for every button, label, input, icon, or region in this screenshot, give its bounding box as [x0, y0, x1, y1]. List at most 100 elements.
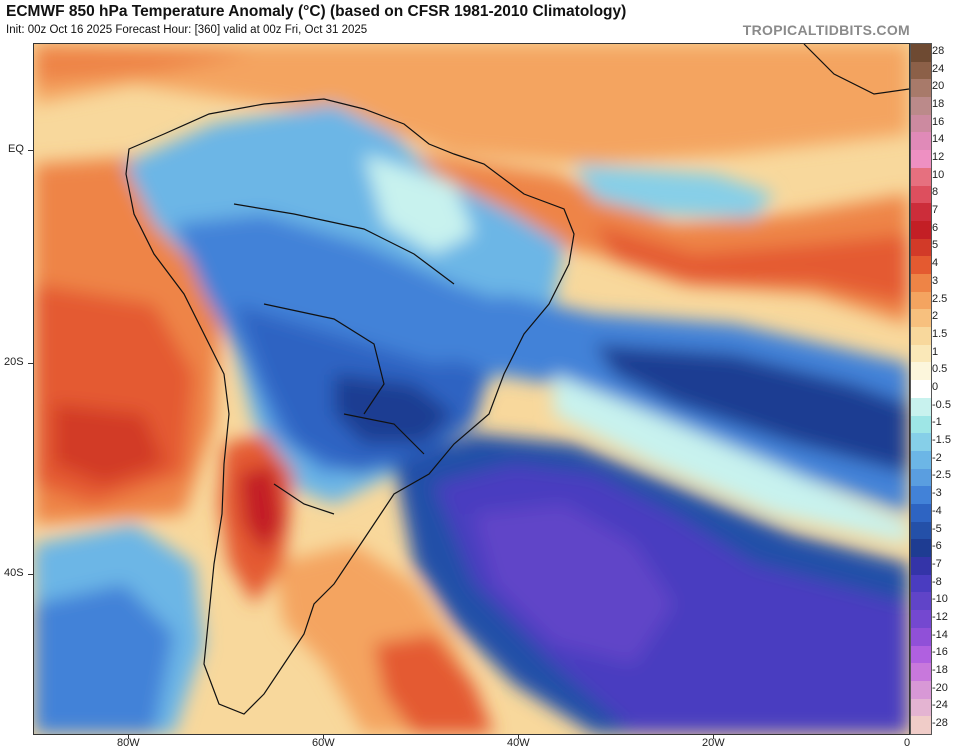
colorbar-cell: [911, 344, 931, 363]
colorbar-cell: [911, 716, 931, 734]
colorbar-cell: [911, 114, 931, 133]
colorbar-label: 20: [932, 80, 945, 93]
colorbar-label: 7: [932, 204, 939, 217]
colorbar-cell: [911, 433, 931, 452]
colorbar-cell: [911, 486, 931, 505]
colorbar-label: -3: [932, 487, 942, 500]
colorbar-cell: [911, 663, 931, 682]
colorbar-label: 1: [932, 345, 939, 358]
lon-tick: [518, 734, 519, 739]
lat-tick: [28, 150, 33, 151]
colorbar-label: -2: [932, 451, 942, 464]
lon-tick: [323, 734, 324, 739]
colorbar-cell: [911, 698, 931, 717]
colorbar-cell: [911, 592, 931, 611]
colorbar-cell: [911, 61, 931, 80]
colorbar-cell: [911, 521, 931, 540]
colorbar-cell: [911, 167, 931, 187]
lat-tick: [28, 574, 33, 575]
colorbar-cell: [911, 680, 931, 700]
colorbar-cell: [911, 185, 931, 204]
colorbar-cell: [911, 610, 931, 629]
coastline: [125, 44, 909, 715]
colorbar-cell: [911, 291, 931, 310]
colorbar-label: 16: [932, 115, 945, 128]
colorbar-cell: [911, 150, 931, 169]
colorbar-cell: [911, 220, 931, 240]
colorbar: [910, 43, 932, 735]
colorbar-cell: [911, 645, 931, 664]
colorbar-cell: [911, 309, 931, 328]
lon-label-80w: 80W: [117, 737, 140, 749]
colorbar-label: -1.5: [932, 434, 951, 447]
colorbar-cell: [911, 504, 931, 523]
colorbar-cell: [911, 362, 931, 381]
colorbar-label: 10: [932, 168, 945, 181]
colorbar-label: -12: [932, 611, 948, 623]
lat-label-20s: 20S: [4, 356, 24, 368]
colorbar-label: 12: [932, 151, 945, 163]
colorbar-label: 2: [932, 310, 939, 323]
colorbar-label: -7: [932, 557, 942, 570]
lon-tick: [128, 734, 129, 739]
colorbar-label: -1: [932, 416, 942, 429]
colorbar-cell: [911, 539, 931, 558]
lat-tick: [28, 363, 33, 364]
colorbar-cell: [911, 132, 931, 151]
colorbar-cell: [911, 415, 931, 434]
colorbar-label: 3: [932, 274, 939, 287]
colorbar-label: -28: [932, 717, 948, 730]
colorbar-label: 5: [932, 239, 939, 252]
colorbar-label: -4: [932, 504, 942, 517]
colorbar-cell: [911, 203, 931, 222]
colorbar-label: -6: [932, 540, 942, 553]
colorbar-label: 1.5: [932, 327, 948, 340]
chart-title: ECMWF 850 hPa Temperature Anomaly (°C) (…: [6, 3, 627, 20]
colorbar-cell: [911, 380, 931, 399]
colorbar-cell: [911, 97, 931, 116]
lat-label-40s: 40S: [4, 567, 24, 579]
colorbar-label: -14: [932, 628, 948, 641]
colorbar-label: -10: [932, 593, 948, 606]
lon-label-60w: 60W: [312, 737, 335, 749]
colorbar-cell: [911, 468, 931, 487]
colorbar-cell: [911, 238, 931, 257]
colorbar-label: 4: [932, 257, 939, 270]
colorbar-label: -0.5: [932, 398, 951, 411]
forecast-info: Init: 00z Oct 16 2025 Forecast Hour: [36…: [6, 24, 368, 36]
site-credit: TROPICALTIDBITS.COM: [742, 22, 910, 38]
colorbar-cell: [911, 44, 931, 63]
colorbar-label: -18: [932, 664, 948, 677]
colorbar-label: 24: [932, 62, 945, 75]
colorbar-label: -16: [932, 646, 948, 659]
colorbar-cell: [911, 274, 931, 293]
colorbar-label: 28: [932, 44, 945, 57]
colorbar-label: -8: [932, 575, 942, 588]
colorbar-cell: [911, 397, 931, 417]
lon-label-20w: 20W: [702, 737, 725, 749]
colorbar-label: -2.5: [932, 469, 951, 482]
colorbar-label: 8: [932, 186, 939, 199]
colorbar-label: -20: [932, 681, 948, 694]
colorbar-cell: [911, 450, 931, 470]
colorbar-cell: [911, 79, 931, 98]
colorbar-cell: [911, 627, 931, 647]
colorbar-label: 14: [932, 133, 945, 146]
lon-label-0: 0: [904, 737, 911, 749]
colorbar-label: 0: [932, 381, 939, 393]
colorbar-cell: [911, 557, 931, 576]
colorbar-cell: [911, 574, 931, 593]
colorbar-label: 2.5: [932, 292, 948, 305]
anomaly-map: [33, 43, 910, 735]
anomaly-field: [34, 44, 909, 734]
colorbar-label: 0.5: [932, 363, 948, 376]
colorbar-label: -5: [932, 522, 942, 535]
lat-label-eq: EQ: [8, 143, 24, 155]
colorbar-label: -24: [932, 699, 948, 712]
colorbar-label: 18: [932, 97, 945, 110]
colorbar-cell: [911, 256, 931, 275]
lon-label-40w: 40W: [507, 737, 530, 749]
lon-tick: [713, 734, 714, 739]
colorbar-label: 6: [932, 221, 939, 234]
colorbar-cell: [911, 327, 931, 346]
